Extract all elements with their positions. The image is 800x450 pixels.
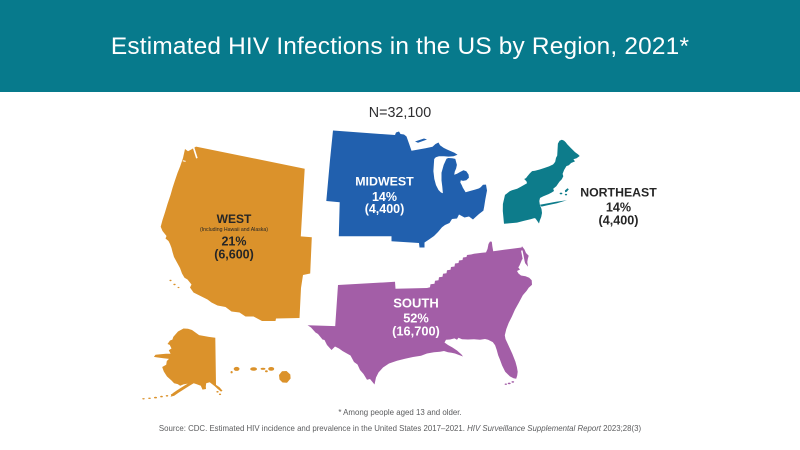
svg-text:(16,700): (16,700) [392, 324, 440, 339]
svg-text:Estimated HIV Infections in th: Estimated HIV Infections in the US by Re… [111, 33, 690, 60]
svg-text:WEST: WEST [217, 212, 252, 226]
svg-text:N=32,100: N=32,100 [369, 105, 431, 121]
svg-text:(6,600): (6,600) [214, 247, 254, 261]
svg-text:MIDWEST: MIDWEST [355, 174, 414, 188]
svg-text:(Including Hawaii and Alaska): (Including Hawaii and Alaska) [200, 227, 268, 233]
svg-text:Source: CDC. Estimated HIV inc: Source: CDC. Estimated HIV incidence and… [159, 424, 642, 433]
svg-text:(4,400): (4,400) [365, 202, 405, 216]
svg-text:21%: 21% [221, 234, 246, 248]
svg-text:NORTHEAST: NORTHEAST [580, 186, 657, 200]
svg-text:52%: 52% [403, 311, 429, 326]
svg-text:* Among people aged 13 and old: * Among people aged 13 and older. [338, 408, 461, 417]
svg-text:SOUTH: SOUTH [393, 296, 439, 311]
svg-text:(4,400): (4,400) [599, 214, 639, 228]
svg-text:14%: 14% [606, 201, 631, 215]
svg-text:14%: 14% [372, 190, 397, 204]
